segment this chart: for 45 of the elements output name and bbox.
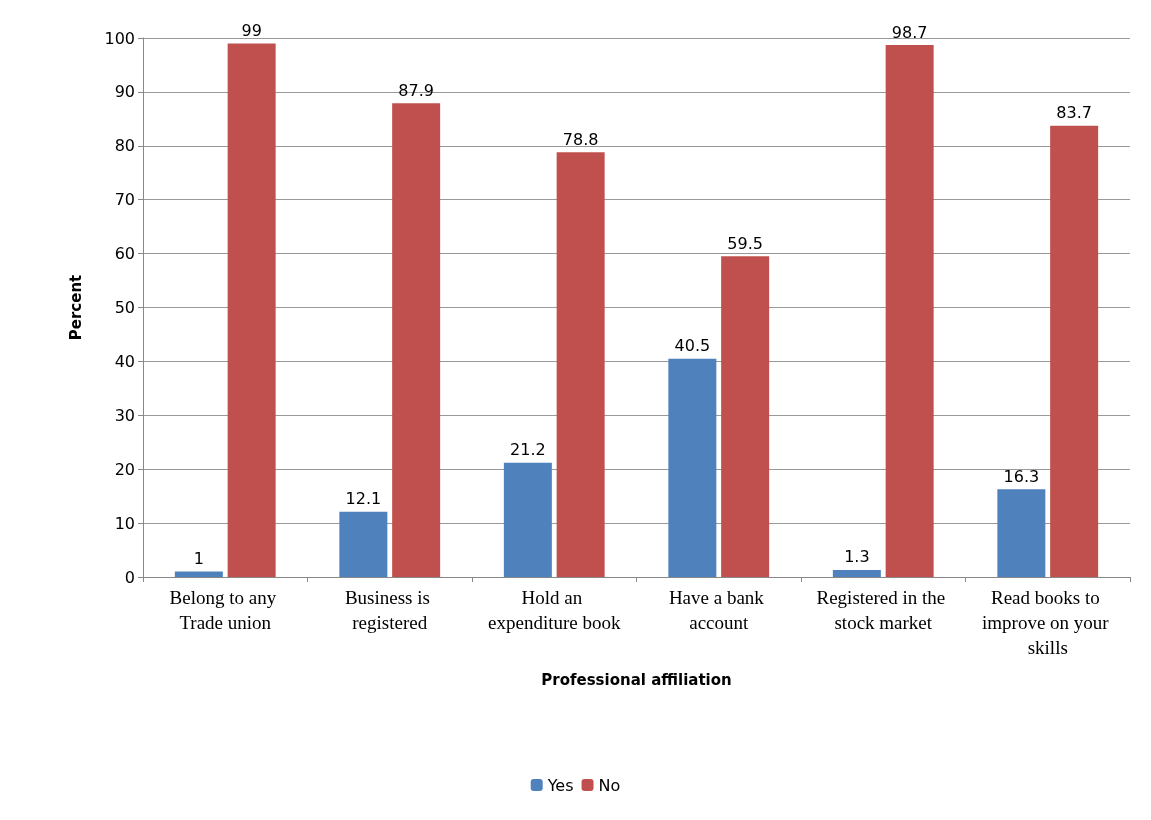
data-label: 59.5 [727, 233, 763, 253]
y-tick-label: 60 [114, 244, 135, 264]
x-tick-label: Have a bank account [668, 587, 769, 633]
y-tick-label: 80 [114, 136, 135, 156]
bar [668, 358, 717, 577]
y-tick-label: 20 [114, 459, 135, 479]
data-label: 87.9 [398, 80, 434, 100]
y-tick-label: 0 [124, 567, 135, 587]
y-tick-label: 40 [114, 351, 135, 371]
data-label: 12.1 [345, 489, 382, 509]
bar [1050, 125, 1099, 577]
bar [174, 571, 223, 577]
bar [997, 489, 1046, 577]
y-tick-label: 50 [114, 298, 135, 317]
y-tick-label: 90 [114, 82, 135, 102]
bar [227, 43, 276, 577]
x-tick-label: Belong to any Trade union [169, 587, 281, 633]
data-label: 83.7 [1056, 103, 1092, 123]
data-label: 21.2 [510, 440, 546, 460]
bar [392, 103, 441, 577]
y-tick-label: 70 [114, 190, 135, 210]
x-tick-label: Read books to improve on your skills [982, 587, 1114, 658]
x-axis-title: Professional affiliation [541, 670, 732, 689]
y-tick-label: 30 [114, 405, 135, 425]
data-label: 98.7 [891, 22, 928, 42]
y-tick-label: 10 [114, 513, 135, 533]
data-label: 40.5 [674, 336, 711, 356]
y-tick-label: 100 [104, 28, 135, 48]
x-tick-label: Hold an expenditure book [488, 587, 621, 633]
bar [556, 152, 605, 577]
legend-label: Yes [546, 775, 574, 795]
bar [339, 511, 388, 577]
data-label: 78.8 [562, 129, 599, 149]
legend-label: No [598, 775, 621, 795]
y-axis-title: Percent [66, 274, 85, 341]
data-label: 1 [193, 549, 204, 569]
bar [721, 256, 770, 577]
bar [885, 45, 934, 577]
data-label: 16.3 [1003, 466, 1040, 486]
x-tick-label: Registered in the stock market [816, 587, 950, 633]
x-tick-label: Business is registered [344, 587, 435, 633]
bar [503, 462, 552, 577]
bar [832, 569, 881, 577]
data-label: 99 [241, 20, 262, 40]
data-label: 1.3 [844, 547, 870, 567]
